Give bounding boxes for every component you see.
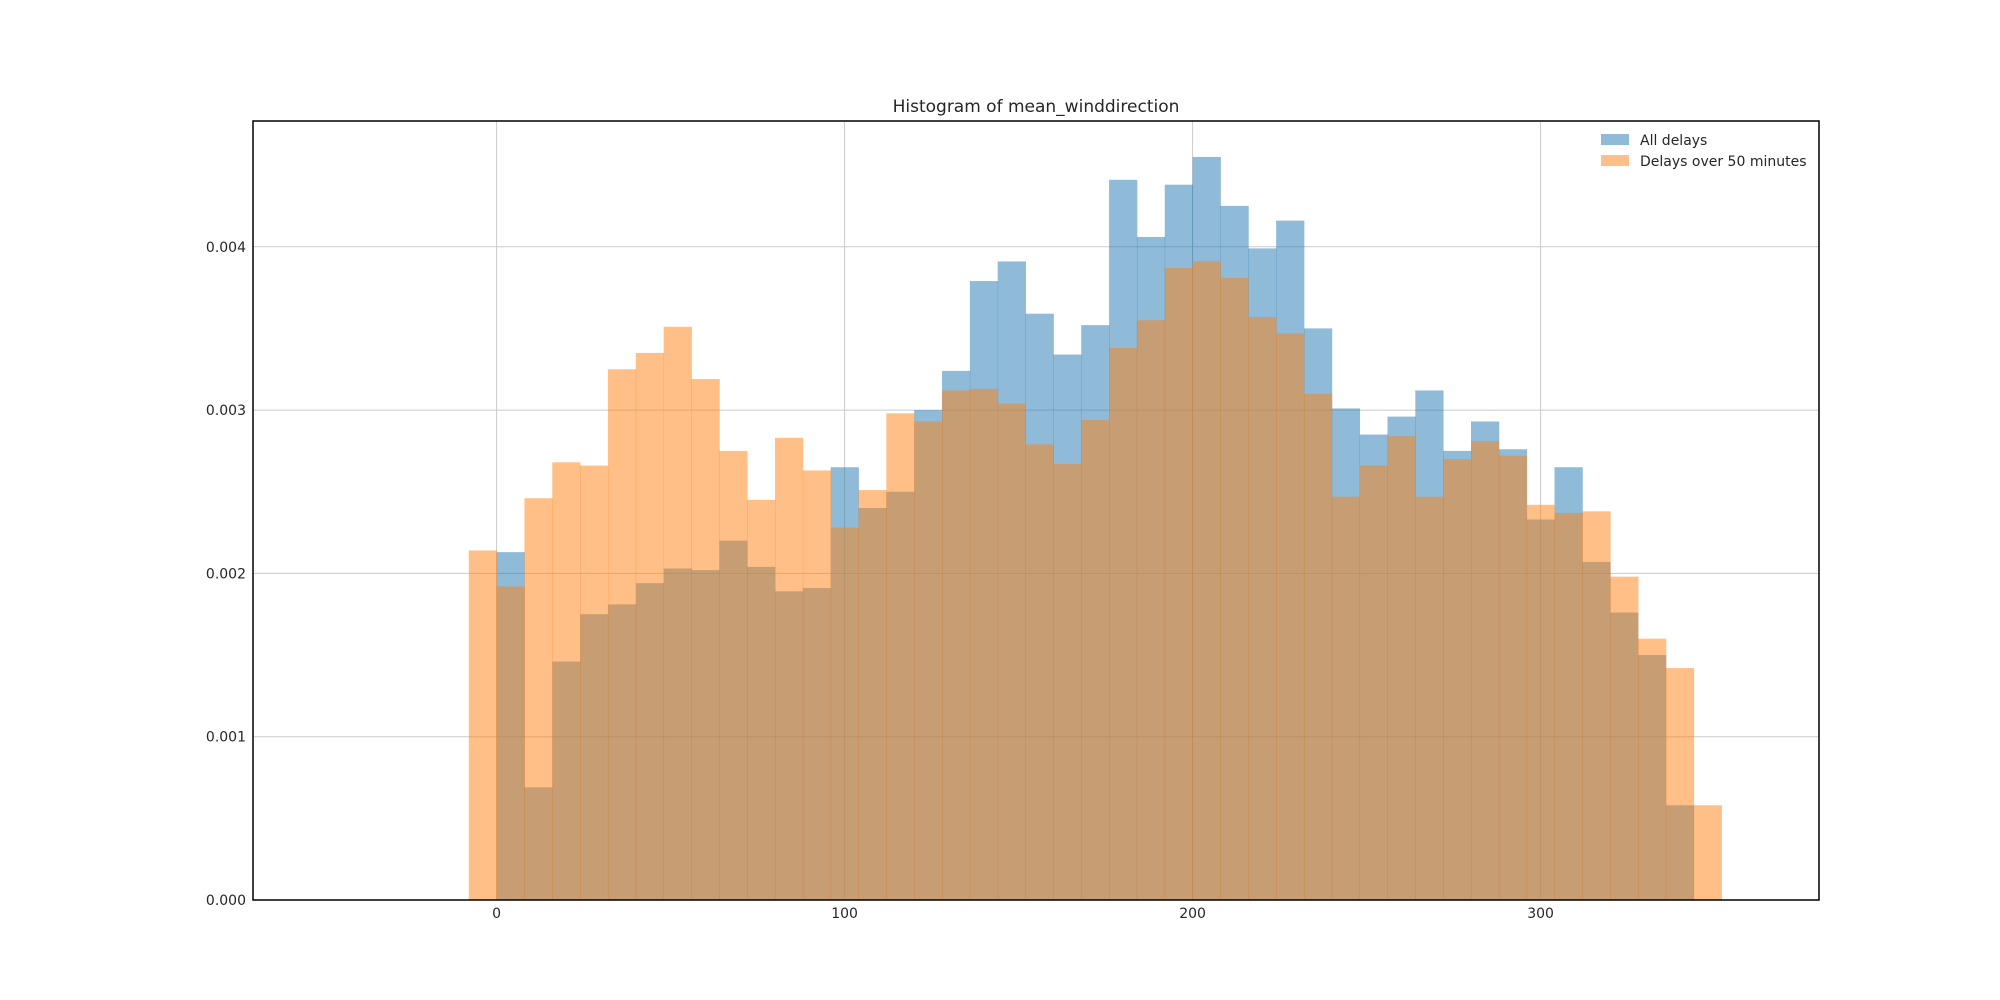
delays-over-50-bar [942, 390, 971, 900]
legend-swatch-all-delays [1601, 134, 1629, 145]
legend-label-all-delays: All delays [1640, 133, 1707, 149]
delays-over-50-bar [1498, 455, 1528, 900]
delays-over-50-bar [1554, 512, 1583, 900]
delays-over-50-bar [607, 369, 637, 900]
delays-over-50-bar [1526, 504, 1555, 900]
y-tick-label: 0.003 [206, 403, 246, 419]
series-delays-over-50 [468, 261, 1722, 901]
delays-over-50-bar [552, 462, 581, 900]
y-tick-label: 0.004 [206, 240, 246, 256]
plot-frame [252, 120, 1820, 901]
x-axis-ticks: 0 100 200 300 [492, 906, 1554, 922]
legend-label-delays-over-50: Delays over 50 minutes [1640, 154, 1807, 170]
delays-over-50-bar [1415, 496, 1444, 900]
delays-over-50-bar [914, 421, 943, 900]
delays-over-50-bar [1638, 638, 1667, 900]
delays-over-50-bar [1359, 465, 1388, 900]
delays-over-50-bar [719, 450, 748, 900]
delays-over-50-bar [830, 527, 859, 900]
delays-over-50-bar [1220, 277, 1249, 900]
delays-over-50-bar [663, 326, 692, 901]
delays-over-50-bar [858, 490, 887, 900]
y-axis-ticks: 0.000 0.001 0.002 0.003 0.004 [206, 240, 246, 909]
delays-over-50-bar [691, 379, 720, 900]
x-tick-label: 300 [1527, 906, 1554, 922]
delays-over-50-bar [1109, 348, 1138, 901]
delays-over-50-bar [1443, 459, 1472, 900]
delays-over-50-bar [496, 586, 525, 900]
delays-over-50-bar [1471, 441, 1500, 900]
chart-title: Histogram of mean_winddirection [893, 97, 1180, 117]
delays-over-50-bar [1582, 511, 1611, 900]
y-tick-label: 0.000 [206, 893, 246, 909]
delays-over-50-bar [1025, 444, 1054, 900]
delays-over-50-bar [802, 470, 832, 900]
delays-over-50-bar [1303, 393, 1333, 900]
y-tick-label: 0.002 [206, 566, 246, 582]
y-tick-label: 0.001 [206, 730, 246, 746]
delays-over-50-bar [1053, 463, 1082, 900]
delays-over-50-bar [1610, 576, 1639, 900]
delays-over-50-bar [1387, 436, 1416, 900]
delays-over-50-bar [1192, 261, 1221, 901]
delays-over-50-bar [524, 498, 553, 900]
delays-over-50-bar [886, 413, 915, 900]
delays-over-50-bar [775, 437, 804, 900]
x-tick-label: 200 [1179, 906, 1206, 922]
delays-over-50-bar [580, 465, 609, 900]
x-tick-label: 0 [492, 906, 501, 922]
delays-over-50-bar [1331, 496, 1361, 900]
legend-swatch-delays-over-50 [1601, 155, 1629, 166]
delays-over-50-bar [1164, 267, 1193, 900]
delays-over-50-bar [1665, 668, 1695, 900]
delays-over-50-bar [1248, 316, 1277, 900]
delays-over-50-bar [1276, 333, 1305, 900]
delays-over-50-bar [747, 499, 776, 900]
delays-over-50-bar [1693, 805, 1722, 900]
delays-over-50-bar [635, 352, 665, 900]
delays-over-50-bar [969, 388, 999, 900]
delays-over-50-bar [997, 403, 1026, 900]
delays-over-50-bar [1136, 320, 1166, 900]
x-tick-label: 100 [831, 906, 858, 922]
legend: All delays Delays over 50 minutes [1601, 133, 1807, 170]
delays-over-50-bar [1081, 419, 1110, 900]
delays-over-50-bar [468, 550, 497, 900]
